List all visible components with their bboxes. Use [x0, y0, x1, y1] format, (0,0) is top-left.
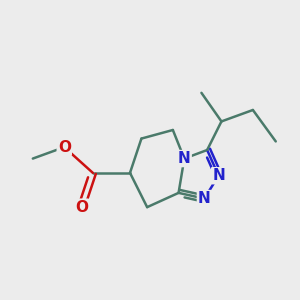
Text: O: O [58, 140, 71, 154]
Text: N: N [178, 151, 191, 166]
Text: N: N [212, 168, 225, 183]
Text: O: O [75, 200, 88, 215]
Text: N: N [198, 191, 211, 206]
